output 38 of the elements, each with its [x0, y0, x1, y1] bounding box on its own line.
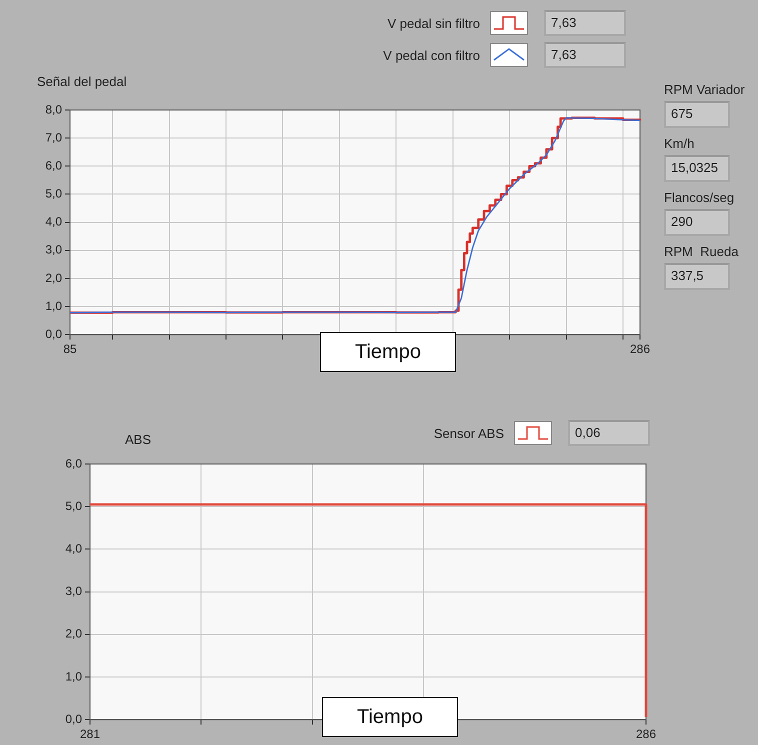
- y-tick-label: 4,0: [65, 542, 82, 556]
- y-tick-label: 0,0: [65, 712, 82, 726]
- legend-label: V pedal sin filtro: [388, 16, 480, 30]
- text: Flancos/seg: [664, 190, 736, 205]
- y-tick-label: 4,0: [45, 214, 62, 229]
- y-tick-label: 1,0: [65, 669, 82, 684]
- legend-label: V pedal con filtro: [383, 48, 480, 62]
- y-tick-label: 6,0: [45, 158, 62, 172]
- y-tick-label: 8,0: [45, 102, 62, 116]
- y-tick-label: 3,0: [65, 584, 82, 598]
- label-frame: Tiempo: [320, 332, 456, 372]
- y-tick-label: 1,0: [45, 298, 62, 313]
- legend-label: Sensor ABS: [434, 426, 504, 440]
- text: 7,63: [544, 10, 626, 36]
- label-frame: Tiempo: [322, 697, 458, 737]
- x-tick-label: 286: [630, 342, 650, 356]
- text: 15,0325: [664, 155, 730, 182]
- y-axis-title: Señal del pedal: [37, 74, 127, 89]
- text: Km/h: [664, 136, 696, 151]
- y-axis-title: ABS: [125, 432, 152, 447]
- x-tick-label: 281: [80, 727, 100, 742]
- text: 0,06: [568, 420, 650, 446]
- y-tick-label: 2,0: [65, 626, 82, 641]
- y-tick-label: 0,0: [45, 326, 62, 341]
- y-tick-label: 2,0: [45, 270, 62, 285]
- y-tick-label: 6,0: [65, 456, 82, 470]
- text: 675: [664, 101, 730, 128]
- y-tick-label: 7,0: [45, 130, 62, 144]
- y-tick-label: 5,0: [45, 186, 62, 201]
- text: RPM Rueda: [664, 244, 740, 259]
- text: 290: [664, 209, 730, 236]
- text: 7,63: [544, 42, 626, 68]
- x-tick-label: 85: [63, 342, 77, 356]
- text: 337,5: [664, 263, 730, 290]
- text: RPM Variador: [664, 82, 745, 97]
- x-tick-label: 286: [636, 727, 656, 742]
- y-tick-label: 3,0: [45, 242, 62, 257]
- y-tick-label: 5,0: [65, 498, 82, 513]
